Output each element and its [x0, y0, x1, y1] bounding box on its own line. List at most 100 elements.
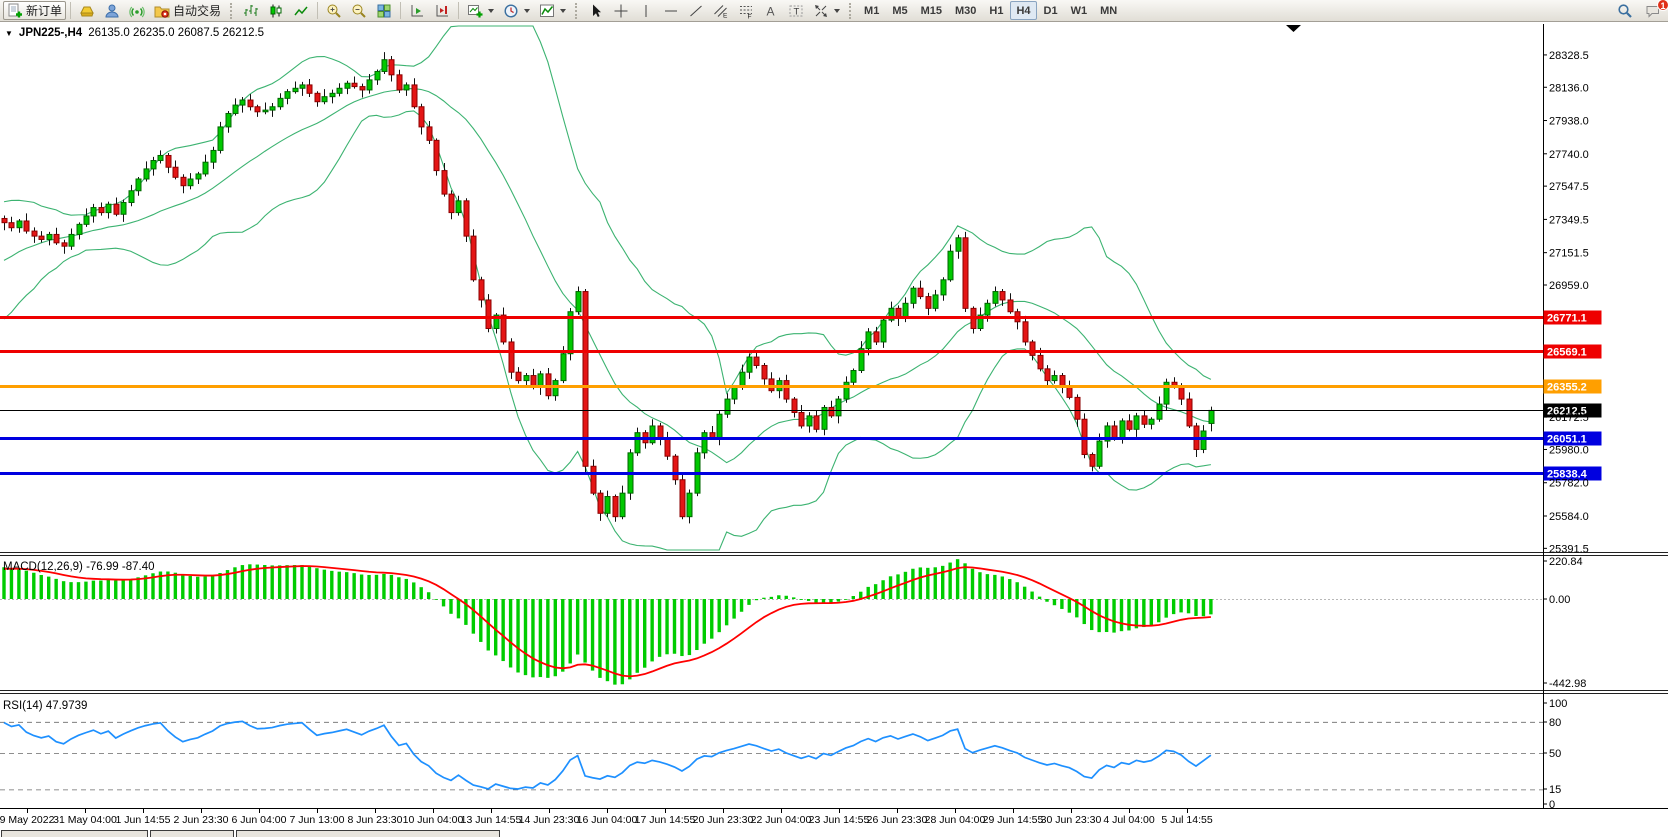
- window-tab[interactable]: [236, 830, 500, 837]
- bar-chart-icon: [244, 4, 259, 16]
- time-tick-label: 26 Jun 23:30: [867, 814, 928, 826]
- price-badge-25838.4: [1543, 466, 1602, 481]
- svg-text:E: E: [723, 12, 728, 19]
- time-tick-label: 4 Jul 04:00: [1103, 814, 1155, 826]
- svg-text:F: F: [748, 13, 752, 19]
- auto-scroll-button[interactable]: [405, 1, 429, 20]
- time-tick-label: 5 Jul 14:55: [1161, 814, 1213, 826]
- channel-button[interactable]: E: [709, 1, 733, 20]
- time-tick-label: 31 May 04:00: [53, 814, 117, 826]
- time-tick-label: 10 Jun 04:00: [403, 814, 464, 826]
- timeframe-h4-button[interactable]: H4: [1010, 1, 1037, 20]
- cursor-button[interactable]: [584, 1, 608, 20]
- text-button[interactable]: A: [759, 1, 783, 20]
- macd-signal-line: [3, 565, 1211, 678]
- new-order-button[interactable]: 新订单: [3, 1, 67, 20]
- trendline-button[interactable]: [684, 1, 708, 20]
- time-tick-label: 16 Jun 04:00: [577, 814, 638, 826]
- zoom-in-icon: [327, 4, 341, 18]
- notification-badge: 1: [1657, 0, 1668, 11]
- time-tick-label: 6 Jun 04:00: [232, 814, 287, 826]
- candlestick-icon: [270, 4, 282, 17]
- signals-button[interactable]: [125, 1, 149, 20]
- price-tick-label: 28328.5: [1549, 50, 1589, 62]
- price-tick-label: 28136.0: [1549, 82, 1589, 94]
- toolbar-right-cluster: 1: [1613, 0, 1668, 20]
- bar-chart-button[interactable]: [239, 1, 263, 20]
- timeframe-m1-button[interactable]: M1: [858, 1, 885, 20]
- tile-windows-button[interactable]: [372, 1, 396, 20]
- chat-button[interactable]: 1: [1641, 0, 1668, 20]
- search-button[interactable]: [1613, 1, 1637, 20]
- time-tick-label: 30 Jun 23:30: [1041, 814, 1102, 826]
- price-badge-26051.1: [1543, 431, 1602, 446]
- text-icon: A: [767, 4, 775, 18]
- price-badge-text: 26355.2: [1547, 382, 1587, 394]
- arrows-button[interactable]: [809, 1, 844, 20]
- horizontal-line-button[interactable]: [659, 1, 683, 20]
- timeframe-m15-button[interactable]: M15: [915, 1, 948, 20]
- autotrading-icon: [154, 6, 170, 18]
- timeframe-m30-button[interactable]: M30: [949, 1, 982, 20]
- new-order-label: 新订单: [26, 4, 63, 18]
- timeframe-mn-button[interactable]: MN: [1094, 1, 1123, 20]
- trendline-icon: [690, 5, 702, 16]
- price-tick-label: 25391.5: [1549, 543, 1589, 555]
- price-tick-label: 27938.0: [1549, 116, 1589, 128]
- toolbar-grip: [849, 2, 853, 19]
- rsi-scale-label: 80: [1549, 717, 1561, 729]
- dropdown-caret-icon: [524, 8, 531, 13]
- time-tick-label: 28 Jun 04:00: [925, 814, 986, 826]
- toolbar-grip: [230, 2, 234, 19]
- rsi-line: [3, 720, 1212, 790]
- community-button[interactable]: [100, 1, 124, 20]
- dropdown-caret-icon: [834, 8, 841, 13]
- vertical-line-button[interactable]: [634, 1, 658, 20]
- timeframe-h1-button[interactable]: H1: [983, 1, 1009, 20]
- chart-shift-icon: [436, 4, 449, 16]
- time-tick-label: 20 Jun 23:30: [693, 814, 754, 826]
- new-chart-icon: [468, 4, 483, 17]
- chart-shift-button[interactable]: [430, 1, 454, 20]
- chart-shift-marker[interactable]: [1286, 25, 1301, 32]
- horizontal-lines[interactable]: [0, 316, 1543, 475]
- indicators-button[interactable]: [535, 1, 570, 20]
- toolbar-separator: [70, 2, 72, 19]
- price-badge-26212.5: [1543, 403, 1602, 418]
- timeframe-w1-button[interactable]: W1: [1065, 1, 1094, 20]
- chart-menu-icon[interactable]: ▼: [5, 28, 13, 38]
- timeframe-m5-button[interactable]: M5: [886, 1, 913, 20]
- auto-scroll-icon: [411, 4, 424, 16]
- rsi-scale-label: 100: [1549, 698, 1567, 710]
- fibonacci-button[interactable]: F: [734, 1, 758, 20]
- periods-button[interactable]: [499, 1, 534, 20]
- price-tick-label: 27547.5: [1549, 181, 1589, 193]
- toolbar-separator: [458, 2, 460, 19]
- fibonacci-icon: F: [740, 5, 753, 19]
- rsi-scale-label: 50: [1549, 748, 1561, 760]
- candlestick-chart-button[interactable]: [264, 1, 288, 20]
- timeframe-d1-button[interactable]: D1: [1038, 1, 1064, 20]
- window-tab[interactable]: [150, 830, 234, 837]
- price-badge-26569.1: [1543, 344, 1602, 359]
- zoom-in-button[interactable]: [322, 1, 346, 20]
- dropdown-caret-icon: [560, 8, 567, 13]
- gold-button[interactable]: [75, 1, 99, 20]
- time-tick-label: 23 Jun 14:55: [809, 814, 870, 826]
- zoom-out-button[interactable]: [347, 1, 371, 20]
- line-chart-button[interactable]: [289, 1, 313, 20]
- price-tick-label: 25584.0: [1549, 511, 1589, 523]
- autotrading-button[interactable]: 自动交易: [150, 1, 225, 20]
- text-label-button[interactable]: T: [784, 1, 808, 20]
- new-chart-button[interactable]: [463, 1, 498, 20]
- window-tab[interactable]: [1, 830, 148, 837]
- horizontal-line-icon: [665, 10, 678, 11]
- crosshair-button[interactable]: [609, 1, 633, 20]
- vertical-line-icon: [645, 4, 647, 17]
- svg-text:A: A: [767, 4, 775, 18]
- axes: [0, 24, 1668, 813]
- bb-middle-band: [3, 87, 1211, 464]
- bb-upper-band: [3, 25, 1212, 395]
- toolbar: 新订单 自动交易: [0, 0, 1668, 22]
